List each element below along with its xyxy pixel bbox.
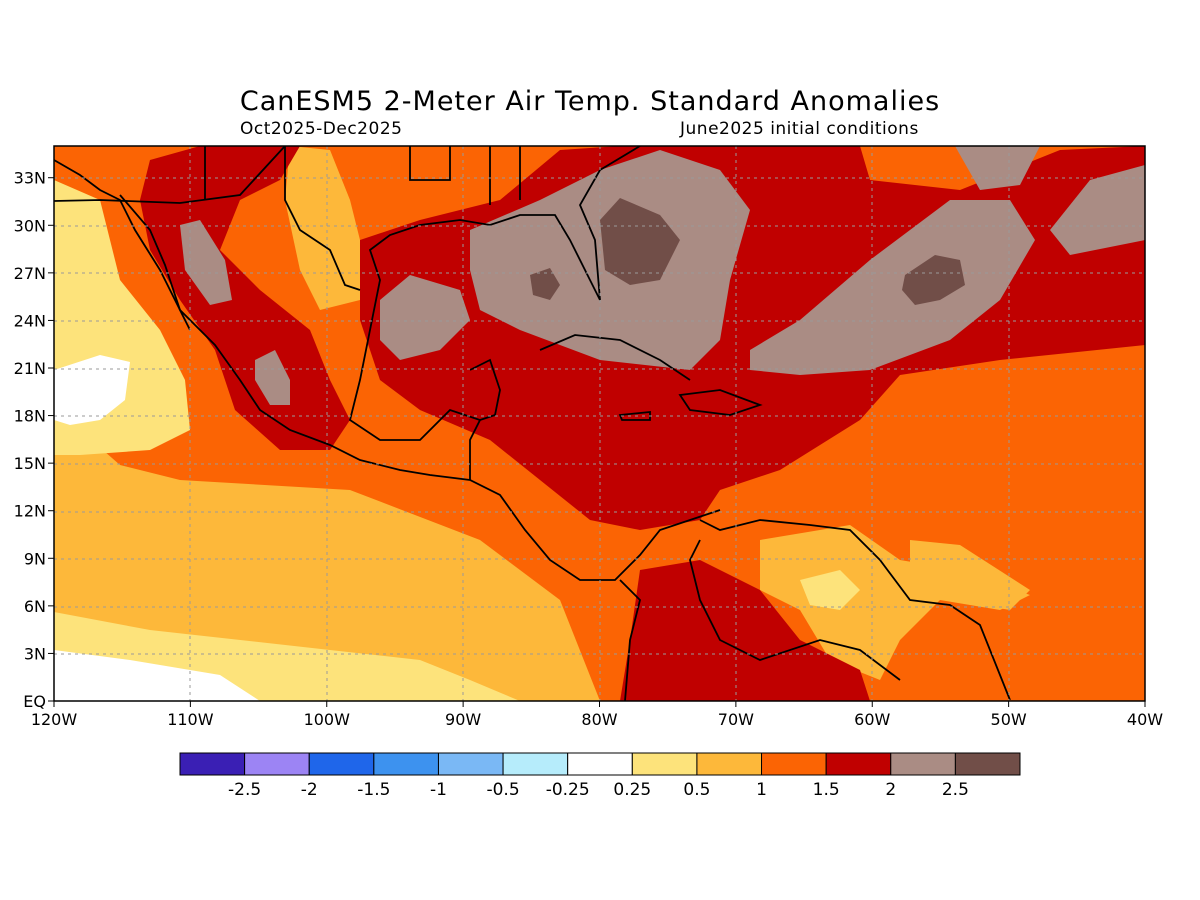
anomaly-band-2-2.5 — [255, 350, 290, 405]
x-tick-label: 100W — [304, 710, 351, 729]
anomaly-band-0.5-1 — [285, 146, 365, 310]
colorbar-swatch — [567, 752, 633, 776]
colorbar-label: -2 — [301, 780, 318, 800]
colorbar-swatch — [179, 752, 246, 776]
y-tick-label: 9N — [24, 549, 46, 568]
anomaly-band-2-2.5 — [380, 275, 470, 360]
colorbar-swatch — [244, 752, 310, 776]
anomaly-band-2-2.5 — [180, 220, 232, 305]
coastlines — [54, 146, 1011, 701]
anomaly-band-0.5-1 — [910, 540, 1030, 610]
y-tick-label: 33N — [14, 169, 46, 188]
anomaly-band-2-2.5 — [1050, 165, 1145, 255]
x-tick-label: 40W — [1127, 710, 1163, 729]
x-tick-label: 90W — [445, 710, 481, 729]
anomaly-band-below-0.25 — [54, 650, 260, 701]
y-tick-label: 6N — [24, 597, 46, 616]
colorbar-label: -2.5 — [228, 780, 261, 800]
colorbar-label: 0.5 — [683, 780, 710, 800]
map-title: CanESM5 2-Meter Air Temp. Standard Anoma… — [239, 86, 941, 117]
colorbar-label: -1.5 — [357, 780, 390, 800]
colorbar-label: 2 — [885, 780, 896, 800]
colorbar-label: -1 — [430, 780, 447, 800]
colorbar — [179, 752, 1021, 776]
colorbar-label: 1 — [756, 780, 767, 800]
colorbar-label: 1.5 — [813, 780, 840, 800]
anomaly-band-above-2.5 — [600, 198, 680, 285]
y-tick-label: 27N — [14, 264, 46, 283]
anomaly-band-1.5-2 — [620, 560, 870, 701]
map-grid — [54, 146, 1145, 701]
colorbar-label: 2.5 — [942, 780, 969, 800]
x-tick-label: 80W — [581, 710, 617, 729]
x-tick-label: 110W — [167, 710, 214, 729]
anomaly-band-2-2.5 — [750, 200, 1035, 375]
colorbar-swatch — [825, 752, 892, 776]
x-tick-label: 60W — [854, 710, 890, 729]
y-tick-label: 24N — [14, 311, 46, 330]
colorbar-label: -0.5 — [486, 780, 519, 800]
colorbar-swatch — [373, 752, 439, 776]
anomaly-band-below-0.25 — [54, 355, 130, 425]
anomaly-band-2-2.5 — [955, 146, 1040, 190]
colorbar-swatch — [761, 752, 827, 776]
y-tick-label: 30N — [14, 216, 46, 235]
x-axis: 120W 110W 100W 90W 80W 70W 60W 50W 40W — [31, 701, 1163, 729]
x-tick-label: 50W — [991, 710, 1027, 729]
anomaly-field — [54, 146, 1145, 701]
y-tick-label: 12N — [14, 502, 46, 521]
y-tick-label: 15N — [14, 454, 46, 473]
colorbar-swatch — [502, 752, 569, 776]
forecast-period: Oct2025-Dec2025 — [240, 119, 403, 139]
colorbar-swatch — [631, 752, 698, 776]
anomaly-band-0.25-0.5 — [800, 570, 860, 610]
y-tick-label: 3N — [24, 644, 46, 663]
colorbar-swatch — [890, 752, 956, 776]
colorbar-label: 0.25 — [613, 780, 651, 800]
initial-conditions: June2025 initial conditions — [680, 119, 919, 139]
anomaly-band-above-2.5 — [902, 255, 965, 305]
colorbar-label: -0.25 — [546, 780, 590, 800]
colorbar-swatch — [696, 752, 763, 776]
anomaly-band-above-2.5 — [530, 268, 560, 300]
y-tick-label: 18N — [14, 407, 46, 426]
x-tick-label: 70W — [718, 710, 754, 729]
y-tick-label: EQ — [23, 692, 46, 711]
colorbar-labels: -2.5 -2 -1.5 -1 -0.5 -0.25 0.25 0.5 1 1.5 2 2.5 — [228, 780, 969, 800]
x-tick-label: 120W — [31, 710, 78, 729]
colorbar-swatch — [308, 752, 375, 776]
y-tick-label: 21N — [14, 359, 46, 378]
y-axis: EQ 3N 6N 9N 12N 15N 18N 21N 24N 27N 30N 33N — [14, 169, 54, 711]
colorbar-swatch — [437, 752, 504, 776]
colorbar-swatch — [954, 752, 1021, 776]
